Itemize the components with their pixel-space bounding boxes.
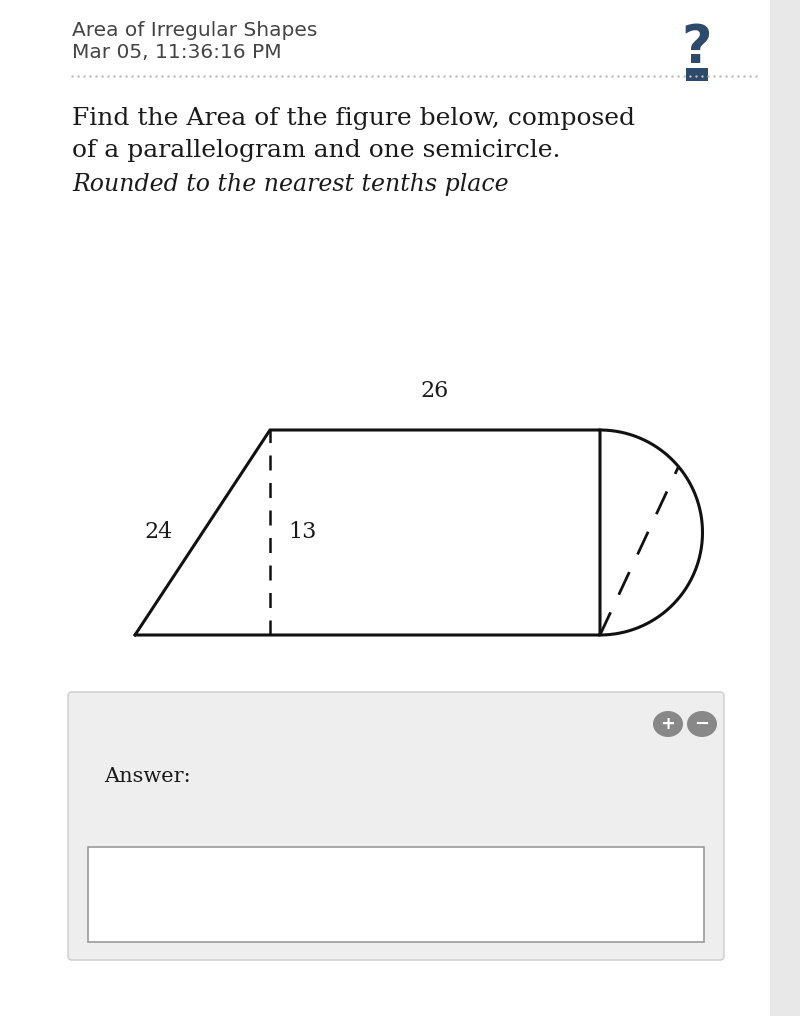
Bar: [686, 68, 708, 81]
Text: 26: 26: [421, 380, 449, 402]
Text: +: +: [661, 715, 675, 733]
Text: Area of Irregular Shapes: Area of Irregular Shapes: [72, 21, 318, 41]
FancyBboxPatch shape: [88, 847, 704, 942]
Ellipse shape: [687, 711, 717, 737]
Text: Mar 05, 11:36:16 PM: Mar 05, 11:36:16 PM: [72, 44, 282, 63]
Text: Find the Area of the figure below, composed: Find the Area of the figure below, compo…: [72, 107, 635, 129]
Text: −: −: [694, 715, 710, 733]
Text: of a parallelogram and one semicircle.: of a parallelogram and one semicircle.: [72, 138, 561, 162]
Text: 13: 13: [288, 521, 316, 544]
Text: 24: 24: [144, 521, 173, 544]
Bar: [770, 0, 800, 1016]
Text: ?: ?: [682, 22, 712, 74]
FancyBboxPatch shape: [68, 692, 724, 960]
Text: Rounded to the nearest tenths place: Rounded to the nearest tenths place: [72, 173, 509, 195]
Ellipse shape: [653, 711, 683, 737]
Text: Answer:: Answer:: [104, 766, 190, 785]
